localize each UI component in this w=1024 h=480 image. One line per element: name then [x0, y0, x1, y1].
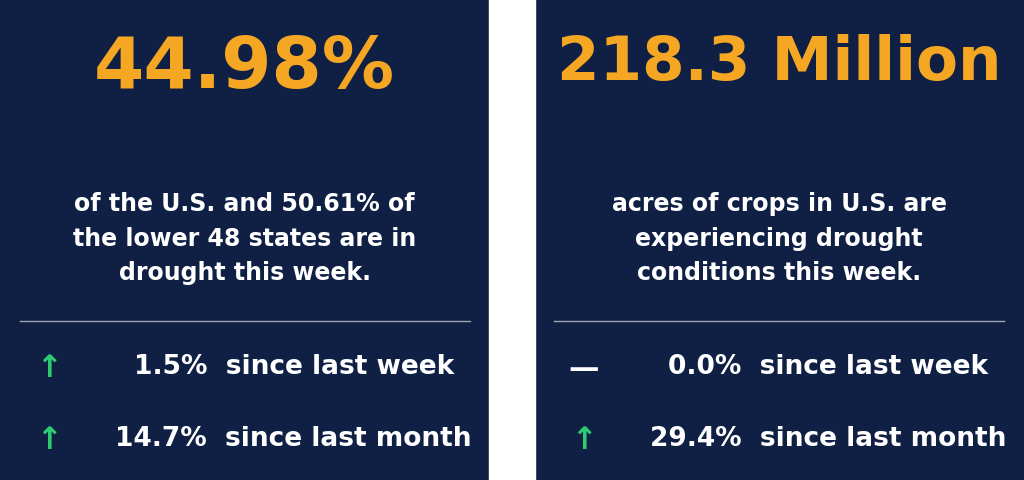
Text: 1.5%  since last week: 1.5% since last week [133, 353, 454, 379]
Text: 14.7%  since last month: 14.7% since last month [116, 425, 472, 451]
Text: of the U.S. and 50.61% of
the lower 48 states are in
drought this week.: of the U.S. and 50.61% of the lower 48 s… [73, 192, 417, 285]
Text: 0.0%  since last week: 0.0% since last week [668, 353, 988, 379]
Text: 29.4%  since last month: 29.4% since last month [650, 425, 1007, 451]
Text: ↑: ↑ [36, 425, 61, 454]
Text: 44.98%: 44.98% [94, 34, 395, 102]
Text: ↑: ↑ [36, 353, 61, 382]
Text: 218.3 Million: 218.3 Million [557, 34, 1001, 93]
Text: acres of crops in U.S. are
experiencing drought
conditions this week.: acres of crops in U.S. are experiencing … [611, 192, 947, 285]
Text: —: — [568, 353, 599, 382]
Text: ↑: ↑ [570, 425, 596, 454]
